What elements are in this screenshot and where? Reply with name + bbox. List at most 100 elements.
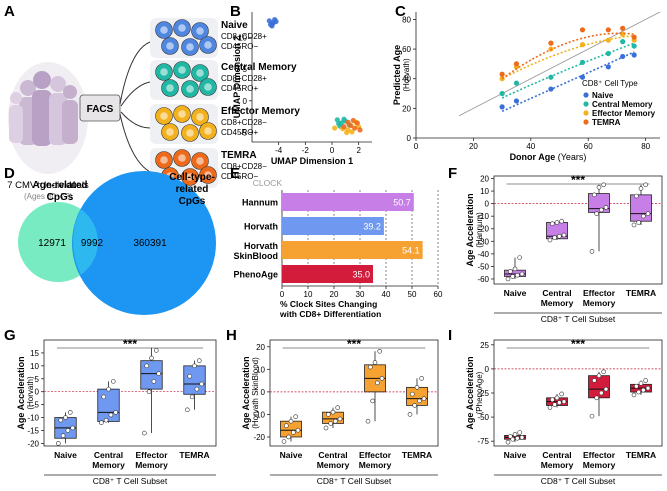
data-point bbox=[417, 398, 422, 404]
umap-scatter-chart: -4 -2 0 2 -5 0 5 10 UMAP Dimension 1 UMAP Dimensi… bbox=[232, 12, 372, 166]
y-tick-label: 0 bbox=[407, 134, 412, 143]
data-point bbox=[192, 363, 197, 369]
x-axis-title-line1: % Clock Sites Changing bbox=[280, 299, 377, 309]
cell-nucleus-icon bbox=[178, 110, 186, 118]
y-axis-subtitle: (Horvath) bbox=[26, 376, 35, 410]
bar-horvath-skinblood bbox=[282, 241, 423, 259]
box-temra bbox=[183, 358, 206, 413]
cell-nucleus-icon bbox=[166, 128, 174, 136]
person-head-icon bbox=[50, 76, 66, 92]
data-point bbox=[631, 222, 637, 228]
x-tick-label: 40 bbox=[382, 290, 391, 299]
panel-c: C 0 20 40 60 80 0 20 40 60 80 Donor Age (Years) Pre… bbox=[392, 3, 661, 162]
data-point bbox=[550, 397, 555, 403]
panel-a: A 7 CMV⁺ Individuals (Ages 30–77) FACS bbox=[4, 3, 300, 201]
data-point bbox=[106, 386, 111, 392]
data-point bbox=[599, 207, 604, 213]
significance-label: *** bbox=[571, 337, 585, 351]
y-tick-label: -10 bbox=[27, 414, 39, 423]
y-axis-title: Age Acceleration bbox=[465, 193, 475, 266]
category-label: Memory bbox=[135, 460, 168, 470]
x-axis-title: Donor Age (Years) bbox=[510, 152, 587, 162]
data-point bbox=[103, 417, 109, 423]
y-tick-label: 15 bbox=[30, 349, 39, 358]
age-point-central-memory bbox=[548, 74, 554, 80]
data-point bbox=[643, 378, 648, 383]
box-iqr bbox=[588, 375, 610, 399]
venn-overlap-count: 9992 bbox=[81, 238, 104, 249]
umap-point-central-memory bbox=[336, 121, 342, 127]
box-central-memory bbox=[546, 218, 568, 243]
data-point bbox=[592, 378, 597, 383]
data-point bbox=[113, 410, 118, 415]
age-point-naive bbox=[548, 86, 554, 92]
data-point bbox=[196, 358, 202, 363]
y-tick-label: 25 bbox=[480, 341, 489, 350]
data-point bbox=[508, 269, 513, 274]
category-label: Central bbox=[318, 450, 347, 460]
box-naive bbox=[504, 255, 526, 282]
cell-type-marker-1: CD8+CD28+ bbox=[221, 74, 267, 83]
data-point bbox=[589, 413, 595, 419]
x-axis-title: CD8⁺ T Cell Subset bbox=[541, 476, 616, 486]
category-label: Central bbox=[542, 450, 571, 460]
age-point-naive bbox=[620, 53, 626, 60]
y-axis-title: Age Acceleration bbox=[16, 356, 26, 429]
y-tick-label: -5 bbox=[240, 128, 248, 137]
data-point bbox=[284, 423, 289, 429]
age-point-central-memory bbox=[631, 43, 637, 49]
data-point bbox=[185, 407, 190, 413]
data-point bbox=[419, 376, 424, 381]
category-label: Effector bbox=[359, 450, 392, 460]
fit-line-naive bbox=[501, 51, 635, 113]
data-point bbox=[323, 425, 329, 431]
category-label: Effector bbox=[583, 288, 616, 298]
bar-value-label: 39.2 bbox=[363, 222, 381, 232]
person-body-icon bbox=[62, 100, 78, 144]
age-point-effector-memory bbox=[605, 37, 611, 43]
legend-label-temra: TEMRA bbox=[592, 118, 621, 127]
data-point bbox=[63, 415, 68, 420]
x-tick-label: 0 bbox=[280, 290, 285, 299]
horvath-skinblood-box-chart: -20 -10 0 10 20 Age Acceleration (Horvath Skin… bbox=[241, 337, 439, 486]
bar-value-label: 54.1 bbox=[402, 246, 420, 256]
person-head-icon bbox=[63, 85, 77, 99]
venn-right-label-line1: Cell-type- bbox=[169, 172, 215, 183]
umap-point-naive bbox=[273, 18, 279, 25]
data-point bbox=[601, 182, 606, 188]
plot-frame bbox=[43, 339, 217, 447]
data-point bbox=[333, 418, 338, 424]
age-point-temra bbox=[631, 34, 637, 40]
data-point bbox=[515, 435, 520, 441]
cell-nucleus-icon bbox=[196, 27, 204, 35]
cell-nucleus-icon bbox=[178, 66, 186, 74]
category-label: Memory bbox=[583, 460, 616, 470]
category-label: Effector bbox=[583, 450, 616, 460]
data-point bbox=[146, 389, 152, 395]
x-tick-label: 40 bbox=[526, 142, 535, 151]
fit-line-effector-memory bbox=[501, 34, 635, 80]
data-point bbox=[377, 348, 382, 354]
phenoage-box-chart: -75 -50 -25 0 25 Age Acceleration (PhenoAge) **… bbox=[465, 337, 663, 486]
person-head-icon bbox=[10, 92, 22, 104]
y-tick-label: -5 bbox=[32, 401, 40, 410]
data-point bbox=[194, 386, 200, 392]
y-tick-label: -50 bbox=[477, 413, 489, 422]
legend-label-naive: Naive bbox=[592, 91, 614, 100]
data-point bbox=[594, 211, 599, 216]
x-axis-title-units: (Years) bbox=[558, 152, 587, 162]
data-point bbox=[634, 193, 639, 199]
box-iqr bbox=[630, 194, 652, 222]
panel-letter-a: A bbox=[4, 3, 15, 20]
data-point bbox=[512, 432, 518, 437]
x-axis-title: CD8⁺ T Cell Subset bbox=[93, 476, 168, 486]
panel-letter-d: D bbox=[4, 165, 15, 182]
umap-point-temra bbox=[352, 125, 358, 131]
plot-frame bbox=[269, 339, 439, 447]
data-point bbox=[144, 363, 150, 369]
y-tick-label: -50 bbox=[477, 262, 489, 271]
data-point bbox=[412, 403, 417, 408]
y-tick-label: 10 bbox=[480, 187, 489, 196]
